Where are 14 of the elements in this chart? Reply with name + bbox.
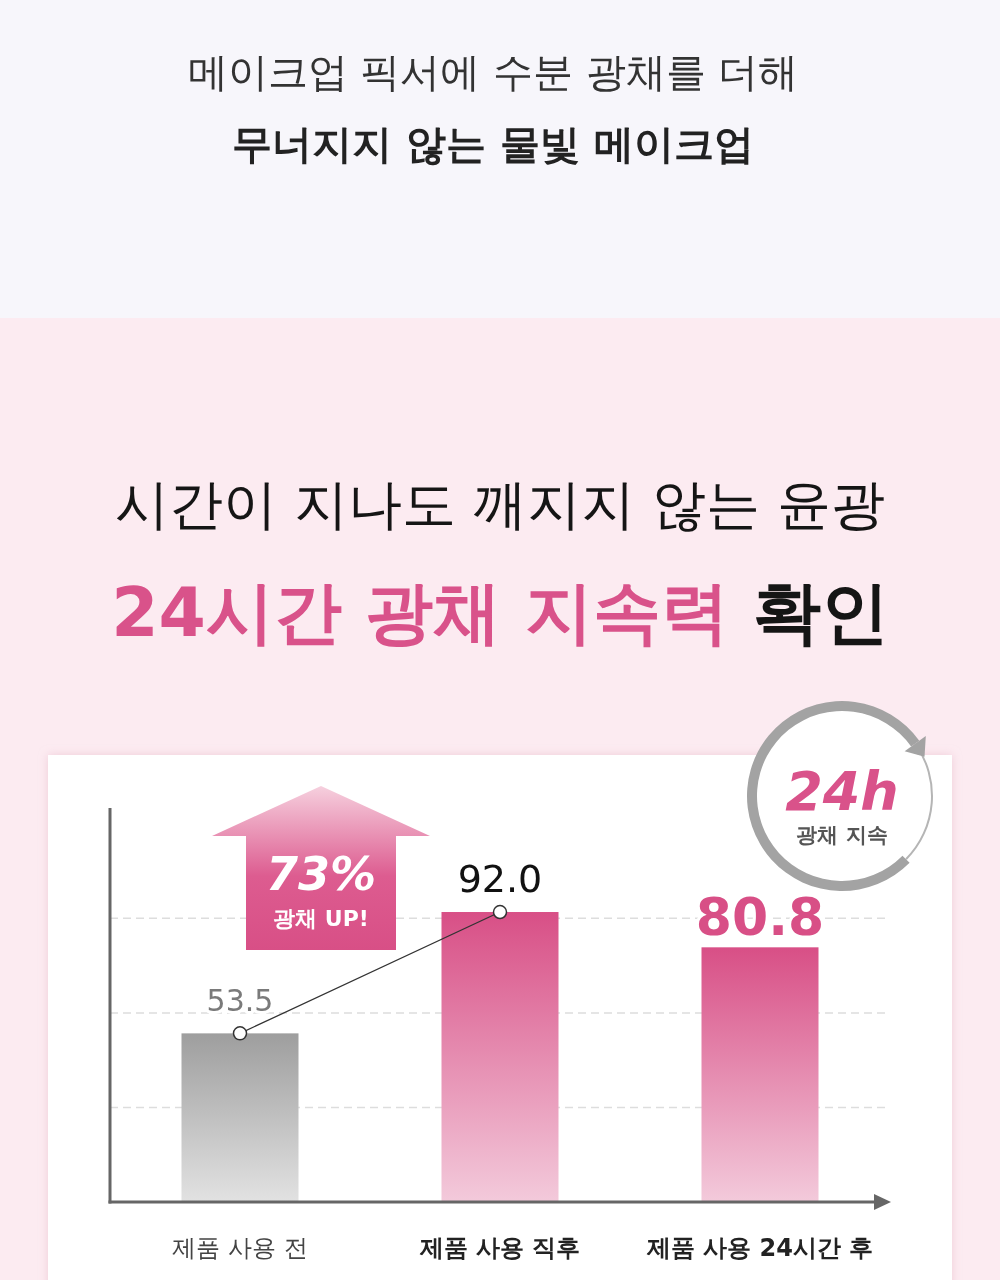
annotation: 24h bbox=[785, 760, 899, 823]
x-tick-label: 제품 사용 전 bbox=[172, 1234, 308, 1262]
x-tick-label: 제품 사용 24시간 후 bbox=[645, 1234, 874, 1262]
data-label: 92.0 bbox=[457, 857, 543, 902]
x-tick-label: 제품 사용 직후 bbox=[418, 1234, 581, 1262]
annotation: 광채 지속 bbox=[796, 823, 888, 847]
text: 무너지지 않는 물빛 메이크업 bbox=[232, 121, 754, 167]
text: 메이크업 픽서에 수분 광채를 더해 bbox=[187, 49, 799, 95]
chart-title: 24시간 광채 지속력 확인 bbox=[111, 573, 889, 652]
chart-subtitle: 시간이 지나도 깨지지 않는 윤광 bbox=[114, 473, 886, 536]
annotation: 광채 UP! bbox=[273, 906, 369, 931]
annotation: 73% bbox=[265, 847, 377, 901]
data-label: 80.8 bbox=[695, 887, 825, 948]
data-label: 53.5 bbox=[206, 983, 274, 1019]
